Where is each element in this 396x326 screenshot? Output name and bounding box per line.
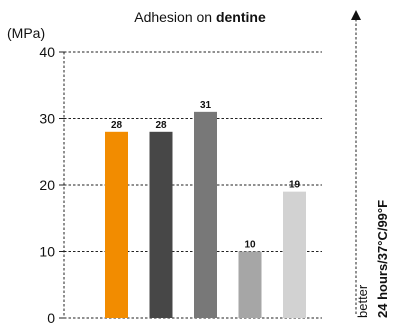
bar-4 bbox=[238, 251, 262, 318]
y-tick-label-30: 30 bbox=[39, 111, 55, 127]
y-axis-ticks: 0 10 20 30 40 bbox=[39, 44, 64, 326]
y-axis-unit: (MPa) bbox=[7, 25, 45, 41]
chart-title: Adhesion on dentine bbox=[134, 9, 266, 25]
test-condition-label: 24 hours/37°C/99°F bbox=[375, 200, 390, 318]
y-tick-label-10: 10 bbox=[39, 244, 55, 260]
value-labels: 28 28 31 10 19 bbox=[111, 100, 301, 251]
bar-value-label-4: 10 bbox=[244, 240, 256, 251]
y-tick-label-40: 40 bbox=[39, 44, 55, 60]
bar-5 bbox=[283, 191, 306, 318]
bar-value-label-3: 31 bbox=[200, 100, 212, 111]
y-tick-label-0: 0 bbox=[47, 310, 55, 326]
better-label: better bbox=[355, 284, 370, 318]
y-tick-label-20: 20 bbox=[39, 177, 55, 193]
bar-3 bbox=[194, 111, 217, 318]
bar-value-label-1: 28 bbox=[111, 120, 123, 131]
chart-title-prefix: Adhesion on bbox=[134, 9, 216, 25]
bar-1 bbox=[105, 131, 128, 318]
bar-2 bbox=[149, 131, 173, 318]
bars bbox=[105, 111, 306, 318]
better-arrow-head bbox=[351, 10, 361, 20]
bar-value-label-2: 28 bbox=[155, 120, 167, 131]
bar-value-label-5: 19 bbox=[289, 180, 301, 191]
chart-title-emphasis: dentine bbox=[216, 9, 266, 25]
